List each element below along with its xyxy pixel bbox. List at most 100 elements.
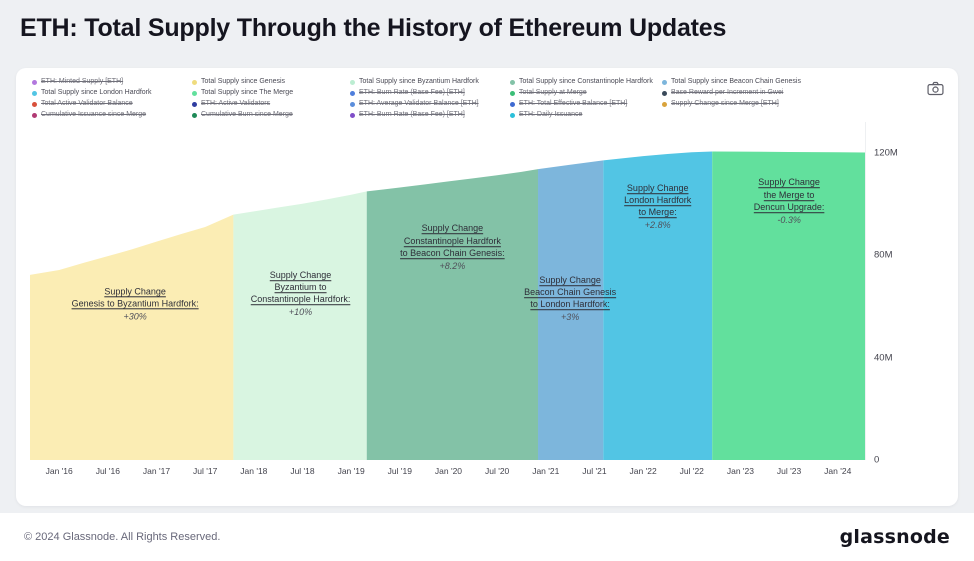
legend-dot-icon [510, 112, 515, 118]
legend-dot-icon [350, 79, 355, 85]
area-segment-constantinople-beacon [366, 169, 539, 460]
area-segment-beacon-london [538, 160, 604, 460]
legend-label: Total Supply at Merge [519, 89, 587, 96]
legend-item[interactable]: Total Supply at Merge [510, 89, 662, 97]
legend-item[interactable]: ETH: Average Validator Balance [ETH] [350, 100, 510, 108]
legend-label: Cumulative Issuance since Merge [41, 111, 147, 118]
legend-dot-icon [350, 90, 355, 96]
annotation-title-line: Byzantium to [274, 281, 327, 292]
legend-item[interactable]: ETH: Burn Rate (Base Fee) [ETH] [350, 111, 510, 119]
y-tick-label: 0 [874, 454, 880, 466]
x-tick-label: Jan '16 [45, 466, 73, 476]
legend-dot-icon [192, 79, 197, 85]
y-axis: 0 40M 80M 120M [874, 122, 934, 465]
annotation-genesis-byzantium: Supply Change Genesis to Byzantium Hardfo… [72, 285, 199, 322]
y-tick-label: 120M [874, 147, 898, 159]
legend-label: Cumulative Burn since Merge [201, 111, 293, 118]
legend-label: Total Active Validator Balance [41, 100, 133, 107]
legend-item[interactable]: ETH: Total Effective Balance [ETH] [510, 100, 662, 108]
x-tick-label: Jan '17 [142, 466, 171, 476]
annotation-title-line: to Merge: [638, 207, 677, 217]
annotation-value: -0.3% [777, 215, 801, 226]
x-tick-label: Jul '23 [776, 466, 802, 476]
annotation-title-line: Supply Change [269, 269, 332, 280]
legend-label: ETH: Total Effective Balance [ETH] [519, 100, 628, 107]
legend-label: Total Supply since Byzantium Hardfork [359, 78, 479, 85]
legend-item[interactable]: ETH: Minted Supply [ETH] [32, 78, 192, 86]
legend-dot-icon [192, 90, 197, 96]
annotation-merge-dencun: Supply Change the Merge to Dencun Upgrade:… [754, 177, 825, 227]
legend-dot-icon [662, 90, 667, 96]
x-tick-label: Jan '24 [824, 466, 852, 476]
legend-item[interactable]: ETH: Daily Issuance [510, 111, 662, 119]
area-segment-london-merge [603, 151, 713, 460]
annotation-title-line: Supply Change [539, 274, 601, 285]
area-segment-genesis-byzantium [30, 214, 234, 460]
legend-dot-icon [192, 101, 197, 107]
x-tick-label: Jan '22 [629, 466, 657, 476]
legend-dot-icon [662, 101, 667, 107]
x-tick-label: Jul '21 [582, 466, 607, 476]
legend-label: ETH: Daily Issuance [519, 111, 583, 118]
annotation-constantinople-beacon: Supply Change Constantinople Hardfork to B… [400, 223, 505, 273]
copyright-text: © 2024 Glassnode. All Rights Reserved. [24, 531, 221, 543]
legend-label: ETH: Active Validators [201, 100, 271, 107]
annotation-title-line: Supply Change [104, 286, 166, 297]
legend-label: ETH: Minted Supply [ETH] [41, 78, 124, 85]
legend-item[interactable]: Total Supply since Constantinople Hardfo… [510, 78, 662, 86]
legend-label: Total Supply since Genesis [201, 78, 286, 85]
area-segment-merge-dencun [712, 151, 865, 460]
annotation-title-line: Supply Change [626, 182, 689, 193]
legend-item[interactable]: ETH: Active Validators [192, 100, 350, 108]
legend-dot-icon [192, 112, 197, 118]
annotation-beacon-london: Supply Change Beacon Chain Genesis to Lond… [524, 274, 616, 324]
x-tick-label: Jan '19 [337, 466, 365, 476]
glassnode-logo: glassnode [839, 526, 950, 548]
chart-plot[interactable]: Supply Change Genesis to Byzantium Hardfo… [30, 122, 866, 460]
annotation-value: +2.8% [644, 220, 671, 231]
chart-card: ETH: Minted Supply [ETH] Total Supply sin… [16, 68, 958, 506]
legend-item[interactable]: Total Supply since Genesis [192, 78, 350, 86]
legend-dot-icon [32, 79, 37, 85]
legend-label: ETH: Burn Rate (Base Fee) [ETH] [359, 89, 465, 96]
legend-item[interactable]: Total Supply since London Hardfork [32, 89, 192, 97]
legend-dot-icon [32, 90, 37, 96]
legend-item[interactable]: ETH: Burn Rate (Base Fee) [ETH] [350, 89, 510, 97]
x-tick-label: Jul '17 [193, 466, 218, 476]
legend-label: Base Reward per Increment in Gwei [671, 89, 784, 96]
annotation-value: +8.2% [439, 261, 466, 272]
legend: ETH: Minted Supply [ETH] Total Supply sin… [32, 78, 902, 119]
page-title: ETH: Total Supply Through the History of… [20, 14, 727, 42]
legend-item[interactable]: Cumulative Burn since Merge [192, 111, 350, 119]
annotation-value: +30% [123, 311, 147, 322]
annotation-value: +3% [560, 312, 580, 323]
legend-label: Supply Change since Merge [ETH] [671, 100, 779, 107]
annotation-value: +10% [288, 307, 313, 318]
legend-item[interactable]: Base Reward per Increment in Gwei [662, 89, 902, 97]
legend-label: Total Supply since Constantinople Hardfo… [519, 78, 653, 85]
legend-item[interactable]: Total Supply since Byzantium Hardfork [350, 78, 510, 86]
x-tick-label: Jul '18 [290, 466, 315, 476]
x-tick-label: Jan '18 [240, 466, 268, 476]
annotation-title-line: Supply Change [421, 223, 484, 234]
camera-button[interactable] [924, 78, 946, 98]
legend-dot-icon [350, 112, 355, 118]
annotation-title-line: Genesis to Byzantium Hardfork: [71, 298, 199, 309]
legend-item[interactable]: Cumulative Issuance since Merge [32, 111, 192, 119]
footer: © 2024 Glassnode. All Rights Reserved. g… [0, 513, 974, 561]
annotation-title-line: the Merge to [763, 189, 815, 200]
annotation-london-merge: Supply Change London Hardfork to Merge: +2.… [624, 182, 691, 232]
x-tick-label: Jan '23 [726, 466, 754, 476]
legend-label: Total Supply since The Merge [201, 89, 294, 96]
area-segment-byzantium-constantinople [233, 191, 367, 460]
legend-dot-icon [32, 112, 37, 118]
legend-item[interactable]: Total Supply since Beacon Chain Genesis [662, 78, 902, 86]
legend-item[interactable]: Total Active Validator Balance [32, 100, 192, 108]
legend-item[interactable]: Total Supply since The Merge [192, 89, 350, 97]
supply-area-chart [30, 151, 865, 460]
legend-label: ETH: Burn Rate (Base Fee) [ETH] [359, 111, 465, 118]
legend-item[interactable]: Supply Change since Merge [ETH] [662, 100, 902, 108]
x-tick-label: Jul '16 [95, 466, 120, 476]
x-tick-label: Jan '21 [532, 466, 560, 476]
